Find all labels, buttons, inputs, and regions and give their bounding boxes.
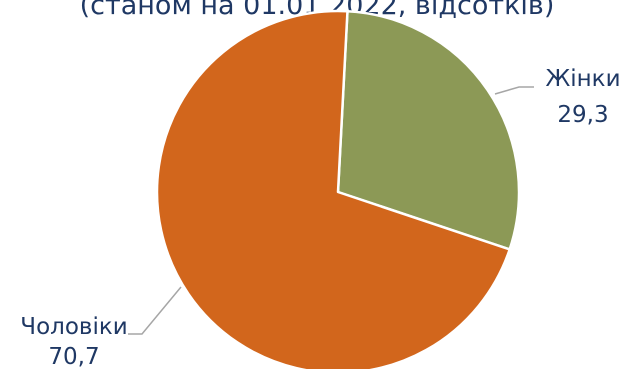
slice-labels: Жінки 29,3 Чоловіки 70,7 [20, 66, 620, 370]
chart-title: (станом на 01.01.2022, відсотків) [80, 0, 555, 21]
slice-label-men: Чоловіки [20, 314, 127, 340]
leader-line-women [494, 86, 534, 95]
leader-line-men [128, 286, 182, 335]
leader-lines [128, 86, 534, 335]
slice-label-women: Жінки [545, 66, 620, 92]
pie-slice-men [155, 9, 511, 373]
slice-value-men: 70,7 [48, 344, 99, 369]
slice-value-women: 29,3 [557, 102, 608, 128]
pie-slice-women [336, 10, 521, 251]
pie-slices [155, 9, 521, 373]
